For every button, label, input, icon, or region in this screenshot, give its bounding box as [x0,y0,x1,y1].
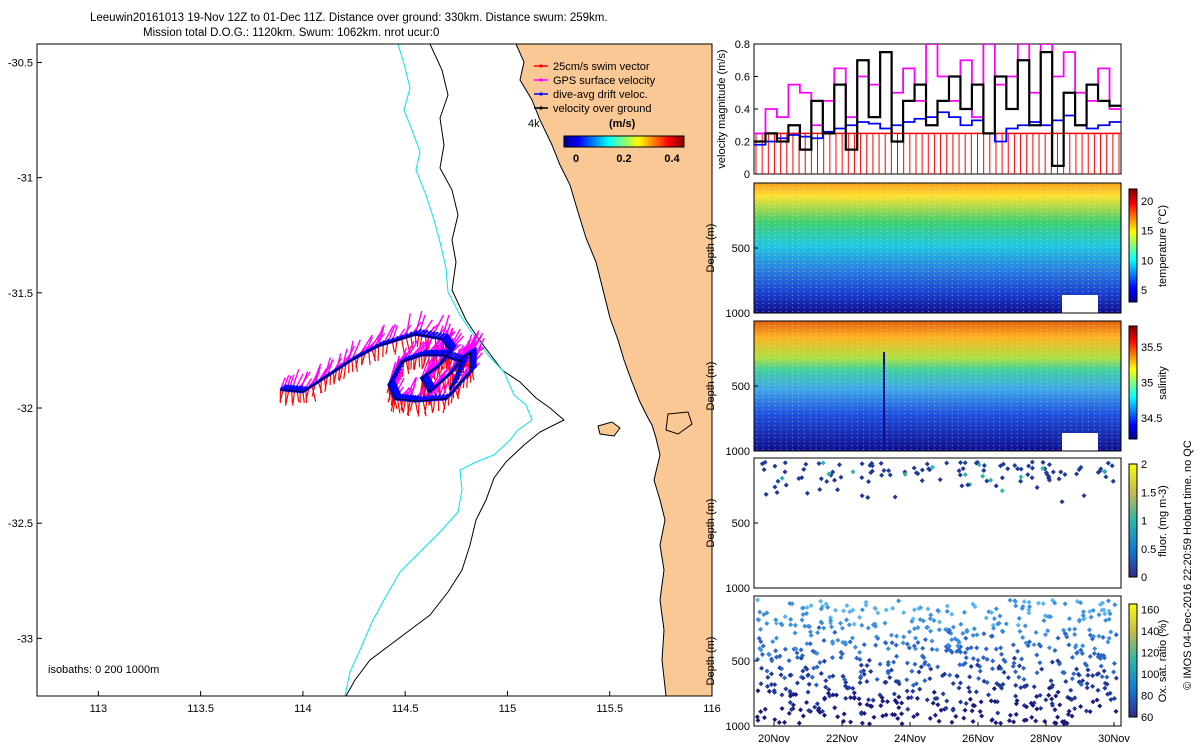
map-x-tick-label: 114.5 [392,703,419,715]
colorbar-tick-label: 160 [1141,604,1159,616]
missing-data [1062,433,1098,451]
temperature-cbar-label: temperature (°C) [1157,205,1169,287]
speed-colorbar [564,136,684,147]
depth-tick-label: 500 [732,243,750,255]
time-tick-label: 30Nov [1098,733,1130,745]
colorbar-tick-label: 1.5 [1141,487,1156,499]
time-tick-label: 22Nov [826,733,858,745]
colorbar-tick-label: 1 [1141,516,1147,528]
legend-marker [539,92,542,95]
map-x-tick-label: 115 [499,703,517,715]
fluorescence-colorbar [1129,464,1137,577]
depth-tick-label: 500 [732,656,750,668]
colorbar-tick-label: 0.4 [664,153,680,165]
oxygen-colorbar [1129,604,1137,717]
colorbar-tick-label: 34.5 [1141,413,1162,425]
map-y-tick-label: -32.5 [8,518,33,530]
depth-tick-label: 1000 [726,308,750,320]
time-tick-label: 24Nov [894,733,926,745]
colorbar-tick-label: 0.2 [616,153,631,165]
legend-marker [539,78,542,81]
colorbar-tick-label: 10 [1141,255,1153,267]
depth-tick-label: 1000 [726,721,750,733]
colorbar-tick-label: 2 [1141,459,1147,471]
salinity-colorbar [1129,326,1137,439]
map-x-tick-label: 116 [703,703,721,715]
header-line-2: Mission total D.O.G.: 1120km. Swum: 1062… [143,27,439,39]
oxygen-cbar-label: Ox. sat. ratio (%) [1157,620,1169,703]
velocity-y-tick-label: 0.2 [735,137,750,149]
colorbar-tick-label: 35 [1141,378,1153,390]
time-tick-label: 28Nov [1030,733,1062,745]
velocity-y-tick-label: 0.6 [735,72,750,84]
colorbar-tick-label: 0 [573,153,579,165]
map-isobaths-label: isobaths: 0 200 1000m [48,664,159,676]
map-depth-label: 4k [528,118,540,130]
colorbar-tick-label: 60 [1141,712,1153,724]
colorbar-title: (m/s) [609,118,636,130]
depth-tick-label: 500 [732,381,750,393]
swim-vector [408,400,409,416]
time-tick-label: 20Nov [758,733,790,745]
temperature-colorbar [1129,189,1137,302]
salinity-ylabel: Depth (m) [705,362,717,411]
legend-marker [539,64,542,67]
footer-note: © IMOS 04-Dec-2016 22:20:59 Hobart time.… [1182,440,1194,690]
fluorescence-panel: Depth (m) 500 1000 2 1.5 1 0.5 0 fluor. (mg m… [705,458,1169,595]
depth-tick-label: 1000 [726,446,750,458]
colorbar-tick-label: 80 [1141,690,1153,702]
salinity-panel: Depth (m) 500 1000 35.5 35 34.5 salinity [705,321,1169,458]
fluorescence-cbar-label: fluor. (mg m-3) [1157,485,1169,557]
map-y-tick-label: -32 [17,403,33,415]
map-y-tick-label: -31 [17,173,33,185]
legend-marker [539,106,542,109]
missing-data [1062,295,1098,313]
map-x-tick-label: 113.5 [187,703,214,715]
colorbar-tick-label: 35.5 [1141,342,1162,354]
colorbar-tick-label: 15 [1141,226,1153,238]
header-line-1: Leeuwin20161013 19-Nov 12Z to 01-Dec 11Z… [90,12,608,24]
temperature-panel: Depth (m) 500 1000 20 15 10 5 temperature (°… [705,183,1169,320]
colorbar-tick-label: 0.5 [1141,544,1156,556]
colorbar-tick-label: 20 [1141,196,1153,208]
swim-vector [292,391,293,403]
swim-vector [419,356,420,367]
salinity-field [754,321,1121,451]
map-panel: 4k isobaths: 0 200 1000m 113 113.5 114 114.… [8,44,721,715]
map-y-tick-label: -31.5 [8,288,33,300]
temperature-ylabel: Depth (m) [705,224,717,273]
legend-label: 25cm/s swim vector [553,61,650,73]
velocity-panel: 0 0.2 0.4 0.6 0.8 velocity magnitude (m/s) [716,39,1121,181]
swim-vector [352,360,353,372]
salinity-cbar-label: salinity [1157,366,1169,400]
velocity-y-tick-label: 0.4 [735,104,750,116]
time-tick-label: 26Nov [962,733,994,745]
legend-label: velocity over ground [553,103,651,115]
oxygen-panel: Depth (m) 500 1000 20Nov 22Nov 24Nov 26Nov 28… [705,596,1169,745]
temperature-field [754,183,1121,313]
depth-tick-label: 1000 [726,583,750,595]
velocity-y-tick-label: 0.8 [735,39,750,51]
map-y-tick-label: -33 [17,633,33,645]
velocity-ylabel: velocity magnitude (m/s) [716,49,728,168]
oxygen-ylabel: Depth (m) [705,637,717,686]
depth-tick-label: 500 [732,518,750,530]
legend-label: dive-avg drift veloc. [553,89,648,101]
map-x-tick-label: 115.5 [596,703,623,715]
map-y-tick-label: -30.5 [8,57,33,69]
colorbar-tick-label: 5 [1141,285,1147,297]
map-x-tick-label: 113 [90,703,108,715]
colorbar-tick-label: 0 [1141,572,1147,584]
fluorescence-ylabel: Depth (m) [705,499,717,548]
map-x-tick-label: 114 [294,703,312,715]
legend-label: GPS surface velocity [553,75,656,87]
swim-vector [422,355,423,369]
velocity-y-tick-label: 0 [744,169,750,181]
